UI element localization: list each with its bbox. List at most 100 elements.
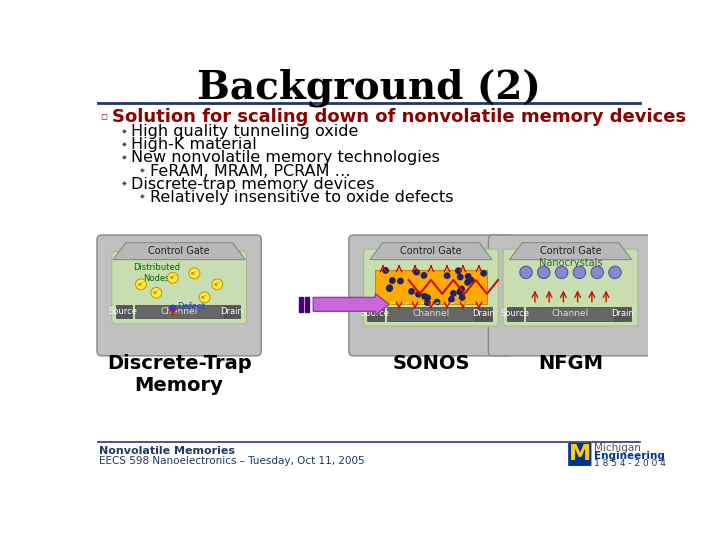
Text: ◆: ◆ [122,143,127,147]
FancyBboxPatch shape [568,443,591,466]
FancyBboxPatch shape [112,252,246,324]
Bar [507,307,523,321]
Text: e⁻: e⁻ [191,271,198,276]
Circle shape [150,287,162,298]
Text: 1 8 5 4 - 2 0 0 4: 1 8 5 4 - 2 0 0 4 [594,459,665,468]
Text: Control Gate: Control Gate [148,246,210,256]
Circle shape [457,274,463,280]
Circle shape [457,289,462,295]
Circle shape [387,285,392,291]
Text: Discrete-Trap
Memory: Discrete-Trap Memory [107,354,251,395]
Text: Source: Source [500,309,529,318]
Text: e⁻: e⁻ [449,301,457,307]
Text: Control Gate: Control Gate [400,246,462,256]
Polygon shape [113,242,246,260]
Text: High-K material: High-K material [131,137,257,152]
Text: NFGM: NFGM [538,354,603,373]
Circle shape [465,280,470,285]
Circle shape [481,271,486,276]
Bar [375,269,487,304]
Text: e⁻: e⁻ [405,301,413,307]
Circle shape [167,273,178,284]
Circle shape [425,300,430,306]
Circle shape [409,289,414,294]
Text: Solution for scaling down of nonvolatile memory devices: Solution for scaling down of nonvolatile… [112,108,686,126]
Text: e⁻: e⁻ [464,301,472,307]
Circle shape [170,305,176,312]
Circle shape [212,279,222,290]
Text: Discrete-trap memory devices: Discrete-trap memory devices [131,177,374,192]
Text: ◆: ◆ [122,156,127,160]
Text: Source: Source [361,309,390,318]
Bar [615,307,631,321]
FancyBboxPatch shape [97,235,261,356]
Circle shape [390,278,395,284]
Bar [367,307,384,321]
Bar [387,307,475,321]
Text: Channel: Channel [552,309,589,318]
Circle shape [425,295,431,300]
Text: EECS 598 Nanoelectronics – Tuesday, Oct 11, 2005: EECS 598 Nanoelectronics – Tuesday, Oct … [99,456,365,465]
Text: e⁻: e⁻ [420,301,428,307]
Text: ◆: ◆ [140,168,145,173]
Text: Nanocrystals: Nanocrystals [539,258,602,268]
Text: Channel: Channel [413,309,449,318]
FancyBboxPatch shape [349,235,513,356]
Circle shape [449,296,454,302]
Bar [224,305,240,319]
Circle shape [520,266,532,279]
Bar [305,296,310,312]
Text: SONOS: SONOS [392,354,469,373]
Text: Engineering: Engineering [594,451,665,461]
Text: e⁻: e⁻ [153,291,160,295]
Text: ◻: ◻ [101,113,107,122]
FancyBboxPatch shape [364,249,498,326]
Text: e⁻: e⁻ [201,295,208,300]
Text: ◆: ◆ [122,181,127,187]
Polygon shape [370,242,492,260]
Circle shape [383,268,388,273]
Text: e⁻: e⁻ [174,312,182,318]
Text: New nonvolatile memory technologies: New nonvolatile memory technologies [131,151,440,165]
Text: e⁻: e⁻ [138,282,145,287]
Bar [526,307,615,321]
Circle shape [456,268,461,273]
Circle shape [135,279,146,290]
Text: e⁻: e⁻ [214,282,221,287]
Circle shape [444,273,450,279]
Circle shape [609,266,621,279]
Text: ◆: ◆ [122,129,127,134]
Circle shape [189,268,200,279]
Text: e⁻: e⁻ [390,301,398,307]
Text: Drain: Drain [472,309,495,318]
Text: Control Gate: Control Gate [540,246,601,256]
Bar [135,305,224,319]
Circle shape [397,278,403,284]
Text: Drain: Drain [611,309,634,318]
Circle shape [538,266,550,279]
Circle shape [555,266,568,279]
Circle shape [421,273,427,278]
FancyBboxPatch shape [488,235,652,356]
Bar [475,307,492,321]
Text: Background (2): Background (2) [197,69,541,107]
Polygon shape [510,242,631,260]
Text: High quality tunneling oxide: High quality tunneling oxide [131,124,359,139]
Circle shape [459,295,465,300]
Text: Drain: Drain [220,307,243,316]
Bar [300,296,303,312]
Circle shape [434,299,440,305]
Circle shape [573,266,585,279]
Text: e⁻: e⁻ [574,301,582,307]
Text: e⁻: e⁻ [544,301,552,307]
Circle shape [414,269,419,275]
Text: e⁻: e⁻ [589,301,597,307]
Circle shape [422,294,428,299]
Text: Nonvolatile Memories: Nonvolatile Memories [99,447,235,456]
Text: e⁻: e⁻ [529,301,537,307]
Text: ◆: ◆ [140,195,145,200]
FancyArrow shape [313,294,389,315]
Text: e⁻: e⁻ [434,301,442,307]
FancyBboxPatch shape [503,249,638,326]
Text: Relatively insensitive to oxide defects: Relatively insensitive to oxide defects [150,190,453,205]
